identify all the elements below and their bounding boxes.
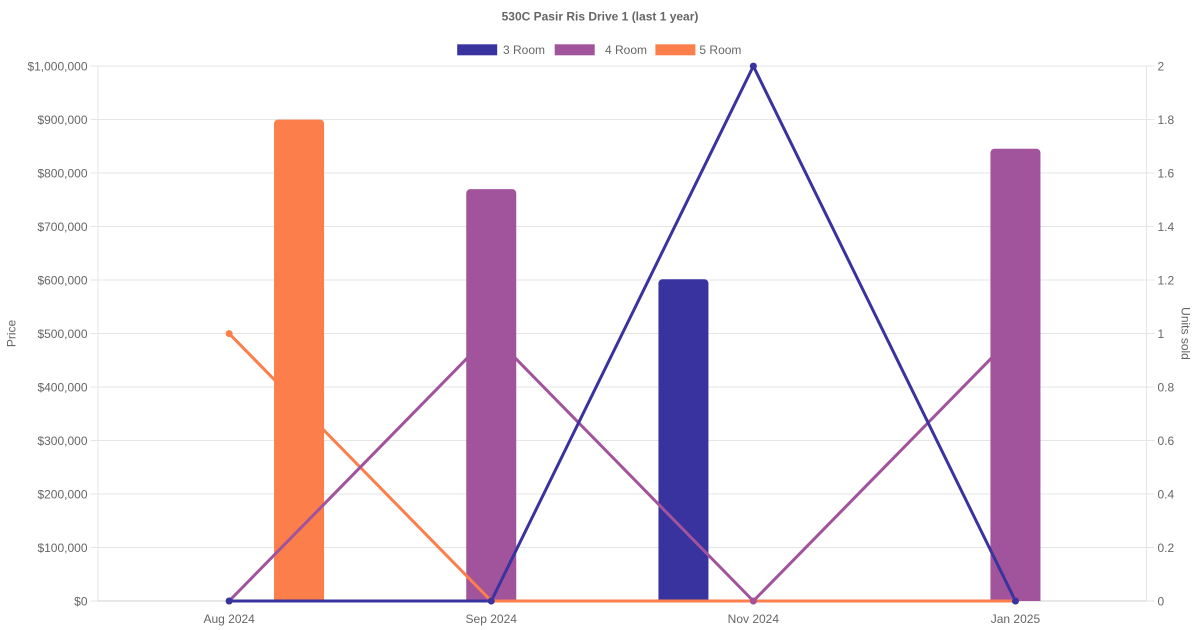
svg-text:3 Room: 3 Room: [503, 43, 545, 57]
svg-text:$700,000: $700,000: [37, 220, 87, 234]
svg-text:0.6: 0.6: [1158, 434, 1175, 448]
svg-text:$600,000: $600,000: [37, 274, 87, 288]
svg-text:1.8: 1.8: [1158, 113, 1175, 127]
svg-text:5 Room: 5 Room: [699, 43, 741, 57]
svg-text:Jan 2025: Jan 2025: [991, 612, 1041, 626]
svg-text:Sep 2024: Sep 2024: [466, 612, 518, 626]
svg-text:1.2: 1.2: [1158, 274, 1175, 288]
svg-text:1.6: 1.6: [1158, 167, 1175, 181]
svg-text:Price: Price: [4, 320, 18, 348]
svg-text:Units sold: Units sold: [1178, 307, 1192, 360]
svg-text:0: 0: [1158, 595, 1165, 609]
svg-text:2: 2: [1158, 60, 1165, 74]
svg-text:0.4: 0.4: [1158, 488, 1175, 502]
svg-text:$0: $0: [74, 595, 88, 609]
svg-text:$1,000,000: $1,000,000: [27, 60, 87, 74]
svg-text:$100,000: $100,000: [37, 541, 87, 555]
svg-text:$800,000: $800,000: [37, 167, 87, 181]
svg-text:0.8: 0.8: [1158, 381, 1175, 395]
svg-text:$300,000: $300,000: [37, 434, 87, 448]
svg-text:0.2: 0.2: [1158, 541, 1175, 555]
svg-text:4 Room: 4 Room: [605, 43, 647, 57]
svg-text:1: 1: [1158, 327, 1165, 341]
svg-text:Nov 2024: Nov 2024: [728, 612, 780, 626]
svg-text:$400,000: $400,000: [37, 381, 87, 395]
svg-text:530C Pasir Ris Drive 1 (last 1: 530C Pasir Ris Drive 1 (last 1 year): [502, 10, 699, 24]
svg-text:$500,000: $500,000: [37, 327, 87, 341]
svg-text:$900,000: $900,000: [37, 113, 87, 127]
svg-text:1.4: 1.4: [1158, 220, 1175, 234]
svg-text:Aug 2024: Aug 2024: [203, 612, 255, 626]
svg-text:$200,000: $200,000: [37, 488, 87, 502]
